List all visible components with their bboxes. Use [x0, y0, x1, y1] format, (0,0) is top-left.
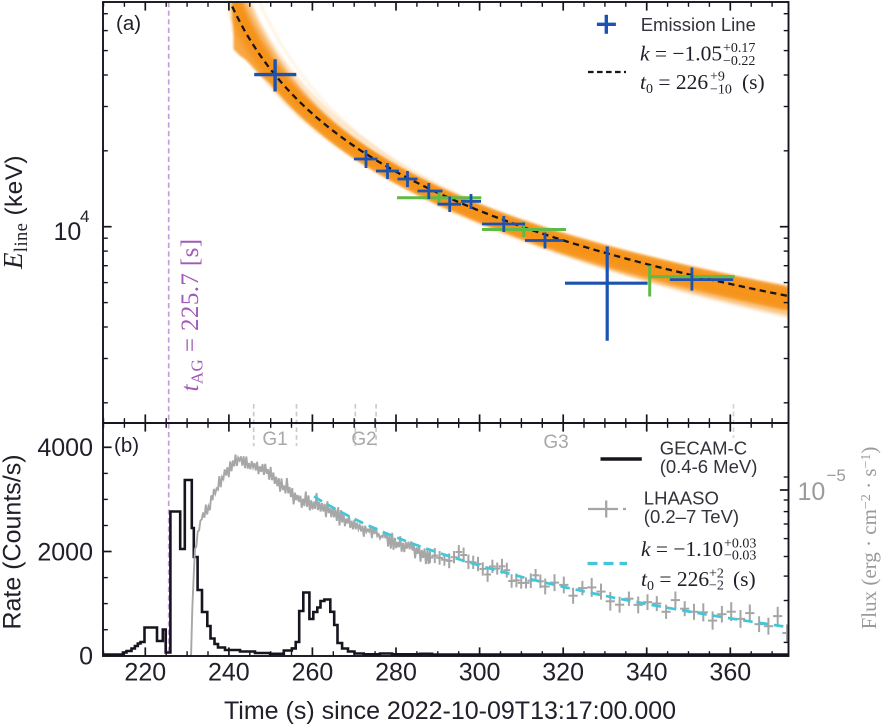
svg-text:−0.22: −0.22	[723, 54, 755, 69]
svg-text:G3: G3	[543, 432, 568, 453]
svg-text:220: 220	[124, 659, 166, 687]
svg-text:340: 340	[626, 659, 668, 687]
svg-text:Eline (keV): Eline (keV)	[0, 155, 32, 270]
svg-text:+9: +9	[710, 70, 725, 85]
svg-text:300: 300	[459, 659, 501, 687]
svg-text:10: 10	[54, 218, 82, 246]
svg-text:Emission Line: Emission Line	[641, 14, 756, 35]
svg-text:4000: 4000	[37, 434, 93, 462]
svg-text:320: 320	[542, 659, 584, 687]
svg-text:t0 = 226: t0 = 226	[640, 70, 708, 97]
svg-text:240: 240	[208, 659, 250, 687]
svg-text:−10: −10	[710, 83, 732, 98]
svg-text:k = −1.10: k = −1.10	[641, 537, 723, 561]
svg-text:(0.2–7 TeV): (0.2–7 TeV)	[644, 506, 739, 527]
svg-text:G1: G1	[262, 429, 287, 450]
svg-text:2000: 2000	[37, 539, 93, 567]
svg-text:+2: +2	[709, 567, 724, 582]
svg-text:Time (s) since 2022-10-09T13:1: Time (s) since 2022-10-09T13:17:00.000	[224, 697, 676, 725]
svg-text:G2: G2	[351, 429, 376, 450]
svg-text:(s): (s)	[733, 567, 756, 591]
svg-text:tAG = 225.7 [s]: tAG = 225.7 [s]	[177, 239, 207, 392]
svg-text:−5: −5	[827, 466, 846, 485]
svg-text:GECAM-C: GECAM-C	[660, 438, 747, 459]
svg-text:−0.03: −0.03	[724, 549, 756, 564]
svg-text:Rate (Counts/s): Rate (Counts/s)	[0, 454, 27, 629]
svg-text:260: 260	[292, 659, 334, 687]
svg-text:−2: −2	[709, 579, 724, 594]
svg-text:0: 0	[79, 643, 93, 671]
svg-text:(b): (b)	[114, 434, 139, 457]
svg-text:(0.4-6 MeV): (0.4-6 MeV)	[660, 456, 758, 477]
svg-text:t0 = 226: t0 = 226	[641, 567, 709, 594]
svg-text:280: 280	[375, 659, 417, 687]
svg-text:+0.03: +0.03	[724, 537, 756, 552]
svg-text:+0.17: +0.17	[723, 41, 755, 56]
svg-text:(a): (a)	[116, 12, 141, 35]
svg-text:10: 10	[798, 478, 826, 506]
svg-text:360: 360	[709, 659, 751, 687]
svg-text:4: 4	[80, 207, 89, 226]
svg-text:LHAASO: LHAASO	[644, 488, 719, 509]
svg-text:k = −1.05: k = −1.05	[640, 42, 722, 66]
svg-text:Flux (erg · cm−2 · s−1): Flux (erg · cm−2 · s−1)	[857, 447, 881, 630]
svg-text:(s): (s)	[742, 70, 765, 94]
